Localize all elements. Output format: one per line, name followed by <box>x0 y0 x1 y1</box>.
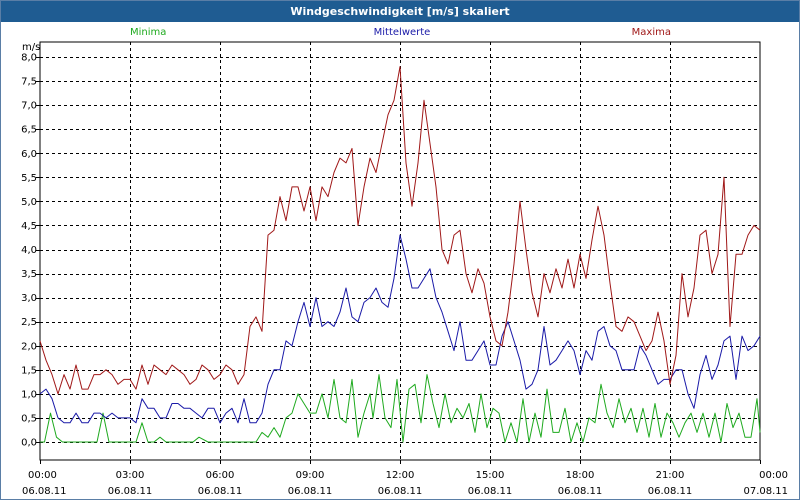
x-axis: 00:00 06.08.11 03:00 06.08.11 06:00 06.08.11 0… <box>22 460 788 497</box>
x-tick-time-0: 00:00 <box>28 470 57 481</box>
y-tick-label-15: 7,5 <box>21 77 37 88</box>
y-tick-label-1: 0,5 <box>21 413 37 424</box>
x-tick-date-8: 07.08.11 <box>743 486 788 497</box>
y-tick-label-7: 3,5 <box>21 269 37 280</box>
y-tick-label-11: 5,5 <box>21 173 37 184</box>
y-tick-label-5: 2,5 <box>21 317 37 328</box>
y-tick-label-3: 1,5 <box>21 365 37 376</box>
x-tick-time-4: 12:00 <box>386 470 415 481</box>
x-tick-date-3: 06.08.11 <box>288 486 333 497</box>
y-tick-label-4: 2,0 <box>21 341 37 352</box>
y-tick-label-10: 5,0 <box>21 197 37 208</box>
series-lines <box>39 66 761 443</box>
x-tick-time-5: 15:00 <box>476 470 505 481</box>
x-tick-date-4: 06.08.11 <box>378 486 423 497</box>
legend: Minima Mittelwerte Maxima <box>130 27 671 38</box>
series-line-mittelwerte <box>39 234 761 424</box>
x-tick-date-5: 06.08.11 <box>468 486 513 497</box>
legend-minima: Minima <box>130 27 166 38</box>
y-tick-label-8: 4,0 <box>21 245 37 256</box>
y-tick-label-6: 3,0 <box>21 293 37 304</box>
x-tick-time-7: 21:00 <box>656 470 685 481</box>
window-title: Windgeschwindigkeit [m/s] skaliert <box>1 1 799 22</box>
y-tick-label-12: 6,0 <box>21 149 37 160</box>
x-tick-date-0: 06.08.11 <box>22 486 67 497</box>
x-tick-date-2: 06.08.11 <box>198 486 243 497</box>
x-tick-time-8: 00:00 <box>759 470 788 481</box>
x-tick-time-2: 06:00 <box>206 470 235 481</box>
y-tick-label-0: 0,0 <box>21 438 37 449</box>
y-tick-label-2: 1,0 <box>21 389 37 400</box>
y-tick-label-9: 4,5 <box>21 221 37 232</box>
y-tick-label-16: 8,0 <box>21 53 37 64</box>
series-line-maxima <box>39 66 761 395</box>
y-tick-label-14: 7,0 <box>21 101 37 112</box>
x-tick-time-1: 03:00 <box>116 470 145 481</box>
x-tick-date-7: 06.08.11 <box>648 486 693 497</box>
x-tick-date-6: 06.08.11 <box>558 486 603 497</box>
x-tick-date-1: 06.08.11 <box>108 486 153 497</box>
y-axis: 0,0 0,5 1,0 1,5 2,0 2,5 3,0 3,5 4,0 4,5 5,0 5,5 6,0 6… <box>21 42 40 449</box>
x-tick-time-6: 18:00 <box>566 470 595 481</box>
y-tick-label-13: 6,5 <box>21 125 37 136</box>
x-tick-time-3: 09:00 <box>296 470 325 481</box>
legend-maxima: Maxima <box>632 27 671 38</box>
y-axis-unit: m/s <box>22 42 40 53</box>
series-line-minima <box>40 374 761 443</box>
legend-mittelwerte: Mittelwerte <box>374 27 431 38</box>
